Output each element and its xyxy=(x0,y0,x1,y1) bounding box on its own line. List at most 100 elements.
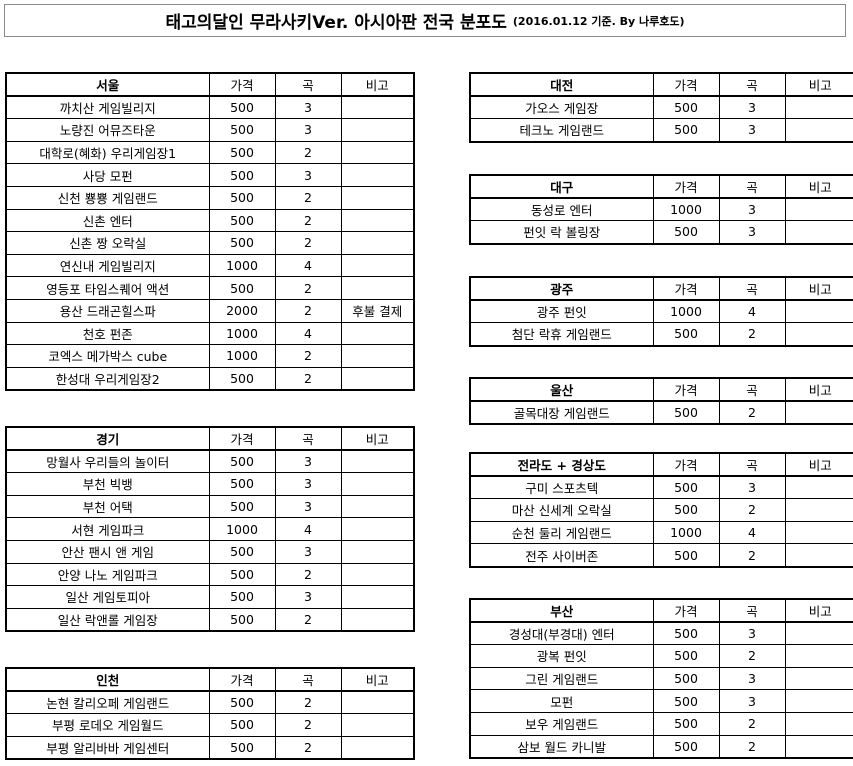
price-cell: 500 xyxy=(652,475,720,500)
venue-cell: 경성대(부경대) 엔터 xyxy=(469,621,654,646)
note-cell xyxy=(784,734,853,759)
venue-cell: 마산 신세계 오락실 xyxy=(469,498,654,522)
note-cell xyxy=(784,543,853,568)
price-cell: 500 xyxy=(208,366,276,391)
price-cell: 500 xyxy=(652,498,720,522)
region-table-right-5: 부산 가격 곡 비고 경성대(부경대) 엔터 500 3 광복 펀잇 500 2 그린 게임랜드 50… xyxy=(469,598,853,760)
songs-cell: 4 xyxy=(274,517,342,541)
note-header: 비고 xyxy=(784,276,853,301)
page-subtitle: (2016.01.12 기준. By 나루호도) xyxy=(512,14,685,28)
table-header-row: 경기 가격 곡 비고 xyxy=(5,426,415,451)
venue-cell: 망월사 우리들의 놀이터 xyxy=(5,449,210,474)
table-row: 한성대 우리게임장2 500 2 xyxy=(5,366,415,391)
note-cell xyxy=(340,735,415,760)
songs-cell: 3 xyxy=(274,494,342,519)
region-name: 광주 xyxy=(469,276,654,301)
table-row: 영등포 타임스퀘어 액션 500 2 xyxy=(5,276,415,300)
price-cell: 500 xyxy=(652,543,720,568)
table-row: 신촌 짱 오락실 500 2 xyxy=(5,231,415,255)
venue-cell: 사당 모펀 xyxy=(5,163,210,187)
venue-cell: 첨단 락휴 게임랜드 xyxy=(469,322,654,347)
venue-cell: 동성로 엔터 xyxy=(469,197,654,222)
venue-cell: 일산 게임토피아 xyxy=(5,585,210,609)
songs-cell: 3 xyxy=(274,472,342,496)
region-name: 부산 xyxy=(469,598,654,623)
table-header-row: 전라도 + 경상도 가격 곡 비고 xyxy=(469,452,853,477)
note-cell xyxy=(784,299,853,324)
region-table-right-3: 울산 가격 곡 비고 골목대장 게임랜드 500 2 xyxy=(469,377,853,426)
note-cell xyxy=(340,344,415,368)
venue-cell: 까치산 게임빌리지 xyxy=(5,95,210,120)
table-header-row: 대전 가격 곡 비고 xyxy=(469,72,853,97)
note-cell xyxy=(784,621,853,646)
songs-cell: 3 xyxy=(274,539,342,564)
note-cell xyxy=(340,276,415,300)
price-cell: 500 xyxy=(208,231,276,255)
note-header: 비고 xyxy=(784,174,853,199)
table-row: 부천 어택 500 3 xyxy=(5,494,415,519)
songs-cell: 4 xyxy=(718,520,786,545)
songs-cell: 2 xyxy=(274,713,342,737)
songs-cell: 3 xyxy=(718,220,786,245)
page-title: 태고의달인 무라사키Ver. 아시아판 전국 분포도 xyxy=(165,13,507,33)
table-header-row: 대구 가격 곡 비고 xyxy=(469,174,853,199)
note-cell xyxy=(340,118,415,142)
songs-cell: 4 xyxy=(274,253,342,278)
venue-cell: 코엑스 메가박스 cube xyxy=(5,344,210,368)
note-header: 비고 xyxy=(340,667,415,692)
songs-cell: 2 xyxy=(718,711,786,736)
note-cell xyxy=(784,498,853,522)
table-header-row: 부산 가격 곡 비고 xyxy=(469,598,853,623)
table-row: 가오스 게임장 500 3 xyxy=(469,95,853,120)
region-table-right-4: 전라도 + 경상도 가격 곡 비고 구미 스포츠텍 500 3 마산 신세계 오락실 500 2 순… xyxy=(469,452,853,568)
region-table-right-2: 광주 가격 곡 비고 광주 펀잇 1000 4 첨단 락휴 게임랜드 500 2 xyxy=(469,276,853,347)
price-header: 가격 xyxy=(208,667,276,692)
table-row: 동성로 엔터 1000 3 xyxy=(469,197,853,222)
price-cell: 500 xyxy=(208,118,276,142)
venue-cell: 부평 로데오 게임월드 xyxy=(5,713,210,737)
note-cell xyxy=(784,197,853,222)
venue-cell: 대학로(혜화) 우리게임장1 xyxy=(5,140,210,165)
songs-cell: 3 xyxy=(718,95,786,120)
songs-cell: 3 xyxy=(718,689,786,713)
songs-cell: 3 xyxy=(274,585,342,609)
table-row: 펀잇 락 볼링장 500 3 xyxy=(469,220,853,245)
venue-cell: 천호 펀존 xyxy=(5,321,210,346)
table-row: 까치산 게임빌리지 500 3 xyxy=(5,95,415,120)
region-table-left-0: 서울 가격 곡 비고 까치산 게임빌리지 500 3 노량진 어뮤즈타운 500 3 대학로(혜화)… xyxy=(5,72,415,392)
songs-cell: 2 xyxy=(274,298,342,323)
note-cell xyxy=(340,95,415,120)
table-row: 모펀 500 3 xyxy=(469,689,853,713)
table-row: 골목대장 게임랜드 500 2 xyxy=(469,400,853,425)
table-row: 구미 스포츠텍 500 3 xyxy=(469,475,853,500)
note-header: 비고 xyxy=(784,377,853,402)
price-cell: 500 xyxy=(652,220,720,245)
note-header: 비고 xyxy=(340,426,415,451)
price-cell: 500 xyxy=(652,95,720,120)
songs-cell: 2 xyxy=(718,644,786,668)
price-cell: 500 xyxy=(208,185,276,210)
table-header-row: 서울 가격 곡 비고 xyxy=(5,72,415,97)
price-cell: 500 xyxy=(208,208,276,233)
table-row: 신천 뿅뿅 게임랜드 500 2 xyxy=(5,185,415,210)
price-cell: 2000 xyxy=(208,298,276,323)
price-cell: 500 xyxy=(208,140,276,165)
venue-cell: 영등포 타임스퀘어 액션 xyxy=(5,276,210,300)
price-cell: 500 xyxy=(652,621,720,646)
note-cell: 후불 결제 xyxy=(340,298,415,323)
songs-cell: 3 xyxy=(274,163,342,187)
region-table-right-1: 대구 가격 곡 비고 동성로 엔터 1000 3 펀잇 락 볼링장 500 3 xyxy=(469,174,853,245)
price-cell: 500 xyxy=(208,472,276,496)
songs-cell: 3 xyxy=(718,197,786,222)
venue-cell: 삼보 월드 카니발 xyxy=(469,734,654,759)
region-table-right-0: 대전 가격 곡 비고 가오스 게임장 500 3 테크노 게임랜드 500 3 xyxy=(469,72,853,143)
venue-cell: 용산 드래곤힐스파 xyxy=(5,298,210,323)
price-cell: 1000 xyxy=(208,344,276,368)
venue-cell: 광주 펀잇 xyxy=(469,299,654,324)
note-cell xyxy=(340,472,415,496)
songs-header: 곡 xyxy=(718,174,786,199)
table-row: 순천 둘리 게임랜드 1000 4 xyxy=(469,520,853,545)
price-header: 가격 xyxy=(208,72,276,97)
note-cell xyxy=(784,711,853,736)
price-cell: 500 xyxy=(208,163,276,187)
